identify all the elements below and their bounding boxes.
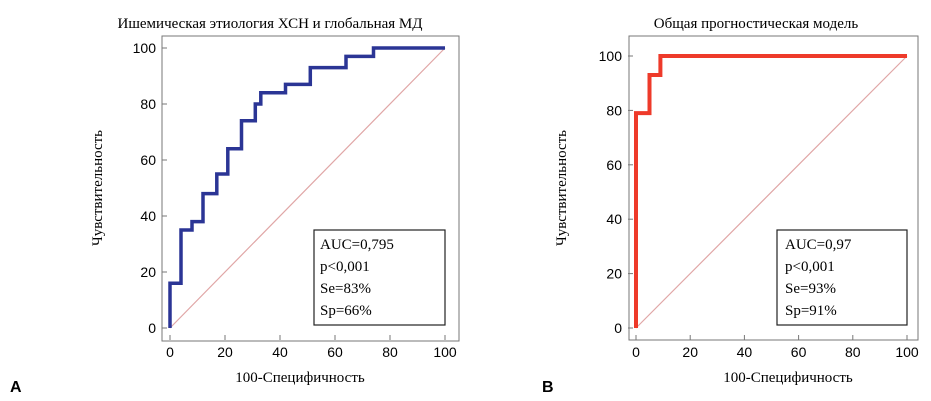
- roc-curve: [168, 46, 445, 328]
- x-tick-label: 40: [737, 344, 753, 360]
- y-tick-label: 100: [599, 48, 623, 64]
- stat-auc: AUC=0,795: [320, 237, 394, 253]
- y-tick-label: 0: [148, 320, 156, 336]
- y-tick-label: 80: [606, 102, 622, 118]
- x-axis-label: 100-Специфичность: [723, 370, 853, 386]
- x-axis-ticks: 0 20 40 60 80 100: [166, 335, 457, 360]
- y-axis-label: Чувствительность: [90, 130, 106, 246]
- x-tick-label: 80: [845, 344, 861, 360]
- diagonal-reference-line: [169, 47, 446, 329]
- stats-box: AUC=0,97 p<0,001 Se=93% Sp=91%: [776, 229, 908, 326]
- x-tick-label: 20: [217, 344, 233, 360]
- x-axis-ticks: 0 20 40 60 80 100: [632, 335, 919, 360]
- y-tick-label: 80: [140, 96, 156, 112]
- plot-frame: [628, 35, 919, 341]
- x-tick-label: 0: [166, 344, 174, 360]
- x-tick-label: 0: [632, 344, 640, 360]
- stat-se: Se=93%: [785, 281, 836, 297]
- chart-title: Общая прогностическая модель: [654, 16, 859, 32]
- y-tick-label: 60: [140, 152, 156, 168]
- stats-box-frame: [313, 229, 446, 326]
- x-tick-label: 60: [327, 344, 343, 360]
- y-tick-label: 0: [614, 320, 622, 336]
- y-axis-ticks: 0 20 40 60 80 100: [599, 48, 633, 336]
- y-tick-label: 100: [133, 40, 157, 56]
- x-axis-label: 100-Специфичность: [235, 370, 365, 386]
- x-tick-label: 100: [433, 344, 457, 360]
- panel-letter: B: [542, 379, 554, 396]
- roc-curve: [634, 54, 907, 328]
- stat-p: p<0,001: [785, 259, 835, 275]
- y-axis-ticks: 0 20 40 60 80 100: [133, 40, 167, 336]
- stat-sp: Sp=66%: [320, 303, 372, 319]
- y-tick-label: 20: [140, 264, 156, 280]
- stat-auc: AUC=0,97: [785, 237, 852, 253]
- x-tick-label: 60: [791, 344, 807, 360]
- plot-frame: [161, 35, 460, 342]
- x-tick-label: 40: [272, 344, 288, 360]
- x-tick-label: 20: [682, 344, 698, 360]
- stat-se: Se=83%: [320, 281, 371, 297]
- y-tick-label: 20: [606, 266, 622, 282]
- stats-box-frame: [776, 229, 908, 326]
- stat-p: p<0,001: [320, 259, 370, 275]
- stats-box: AUC=0,795 p<0,001 Se=83% Sp=66%: [313, 229, 446, 326]
- y-tick-label: 60: [606, 157, 622, 173]
- x-tick-label: 100: [895, 344, 919, 360]
- chart-panel-a: Ишемическая этиология ХСН и глобальная М…: [10, 16, 460, 396]
- stat-sp: Sp=91%: [785, 303, 837, 319]
- x-tick-label: 80: [382, 344, 398, 360]
- y-tick-label: 40: [606, 211, 622, 227]
- diagonal-reference-line: [635, 55, 908, 329]
- y-tick-label: 40: [140, 208, 156, 224]
- panel-letter: A: [10, 379, 22, 396]
- chart-panel-b: Общая прогностическая модель 0 20 40 60 80 10…: [542, 16, 919, 396]
- y-axis-label: Чувствительность: [554, 130, 570, 246]
- chart-title: Ишемическая этиология ХСН и глобальная М…: [118, 16, 423, 32]
